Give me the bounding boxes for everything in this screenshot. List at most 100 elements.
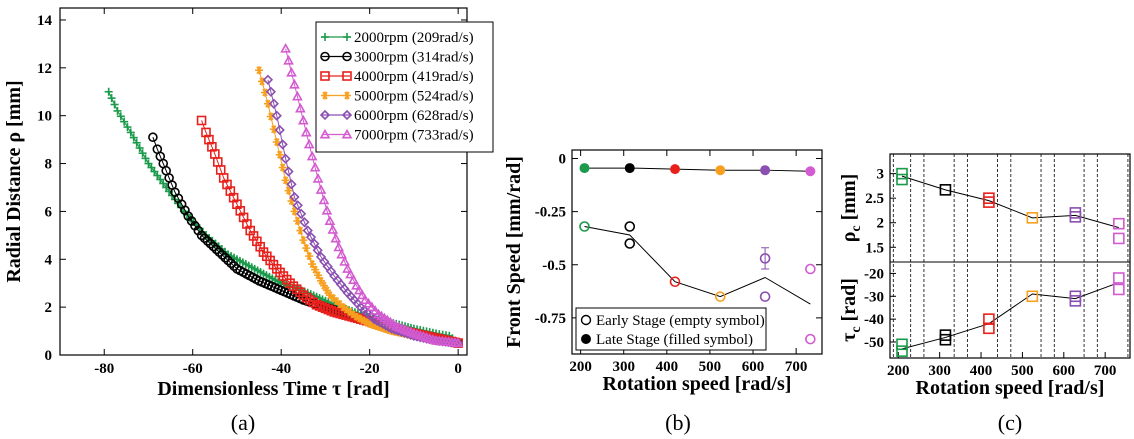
data-point (196, 230, 207, 241)
legend-box (315, 21, 494, 153)
data-point (324, 215, 336, 225)
legend-label: Early Stage (empty symbol) (596, 313, 765, 329)
legend-b: Early Stage (empty symbol) Late Stage (fi… (575, 307, 767, 351)
data-point (297, 114, 309, 125)
subplot-top: 1.5 2 2.5 3 ρc [mm] (838, 167, 1125, 256)
data-point (669, 276, 681, 288)
data-point (277, 139, 288, 150)
data-point (283, 55, 294, 65)
data-point (896, 338, 908, 351)
data-point (275, 150, 284, 159)
data-point (123, 123, 132, 132)
a-xaxis-label: Dimensionless Time τ [rad] (157, 378, 389, 400)
legend-marker (319, 128, 331, 139)
legend-marker (341, 109, 353, 121)
data-point (120, 117, 129, 126)
data-point (333, 241, 345, 252)
data-point (896, 345, 908, 357)
data-point (452, 337, 464, 348)
data-point (202, 236, 213, 246)
data-point (309, 238, 320, 249)
c-xtick-label: 500 (1011, 363, 1034, 379)
data-point (345, 268, 356, 279)
data-point (714, 291, 726, 302)
b-ytick-label: -0.75 (535, 311, 566, 327)
data-point (104, 87, 113, 96)
data-point (305, 232, 317, 243)
legend-marker (343, 91, 351, 100)
ylabel-symbol: τ (838, 333, 860, 342)
data-point (1069, 211, 1082, 223)
legend-label: 7000rpm (733rad/s) (354, 128, 474, 144)
data-point (309, 161, 321, 172)
a-ytick-label: 4 (45, 252, 53, 268)
data-point (292, 200, 303, 211)
data-point (223, 255, 233, 266)
panel-b: 200 300 400 500 600 700 0 -0.25 -0.5 -0.75 Rotatio… (503, 149, 823, 395)
data-point (199, 233, 210, 243)
caption-c: (c) (998, 410, 1022, 435)
data-point (278, 163, 287, 172)
data-point (342, 263, 353, 273)
data-point (317, 302, 328, 312)
data-point (983, 322, 995, 335)
data-point (1113, 283, 1125, 296)
legend-entry: 4000rpm (419rad/s) (320, 69, 474, 85)
data-point (300, 126, 312, 137)
c-yaxis-label-top: ρc [mm] (838, 174, 864, 243)
data-point (217, 250, 228, 260)
legend-entry: 6000rpm (628rad/s) (319, 108, 474, 124)
data-point (286, 66, 297, 77)
legend-label: Late Stage (filled symbol) (596, 332, 753, 348)
data-point (624, 221, 636, 232)
a-ytick-label: 0 (45, 348, 53, 364)
c-ytick-label: 3 (877, 167, 885, 183)
data-point (274, 124, 285, 136)
data-point (983, 313, 995, 325)
legend-marker (319, 109, 331, 121)
data-point (292, 90, 303, 101)
data-point (805, 166, 816, 177)
c-ytick-label: 1.5 (865, 240, 884, 256)
data-point (299, 217, 310, 228)
data-point (283, 166, 294, 177)
data-point (302, 225, 313, 236)
legend-entry: 5000rpm (524rad/s) (321, 89, 474, 105)
a-xtick-label: -80 (94, 361, 114, 377)
data-point (265, 86, 277, 97)
data-point (129, 133, 138, 142)
data-point (305, 252, 314, 261)
data-point (327, 224, 339, 234)
legend-marker (321, 33, 329, 41)
a-ytick-label: 12 (37, 61, 52, 77)
legend-marker (342, 71, 352, 81)
caption-a: (a) (231, 410, 255, 435)
legend-entry: 3000rpm (314rad/s) (320, 50, 474, 66)
data-point (348, 274, 359, 285)
plot-frame-a (59, 7, 468, 356)
data-point (290, 207, 299, 216)
legend-entry: 7000rpm (733rad/s) (319, 128, 474, 144)
data-point (336, 248, 348, 259)
data-point (263, 99, 272, 108)
data-point (110, 100, 119, 109)
c-ytick-label: 2.5 (865, 191, 884, 207)
data-point (135, 143, 144, 152)
b-ytick-label: 0 (559, 152, 567, 168)
data-point (141, 154, 150, 163)
data-point (624, 238, 636, 249)
data-point (229, 261, 239, 271)
data-point (148, 132, 158, 143)
caption-b: (b) (665, 410, 691, 435)
b-yaxis-label: Front Speed [mm/rad] (503, 156, 525, 348)
series-line (901, 175, 1119, 229)
data-point (805, 333, 816, 345)
data-point (205, 238, 216, 249)
b-xaxis-label: Rotation speed [rad/s] (603, 373, 792, 395)
data-point (113, 106, 122, 115)
data-point (286, 179, 297, 190)
data-point (116, 112, 125, 121)
data-point (356, 289, 368, 300)
